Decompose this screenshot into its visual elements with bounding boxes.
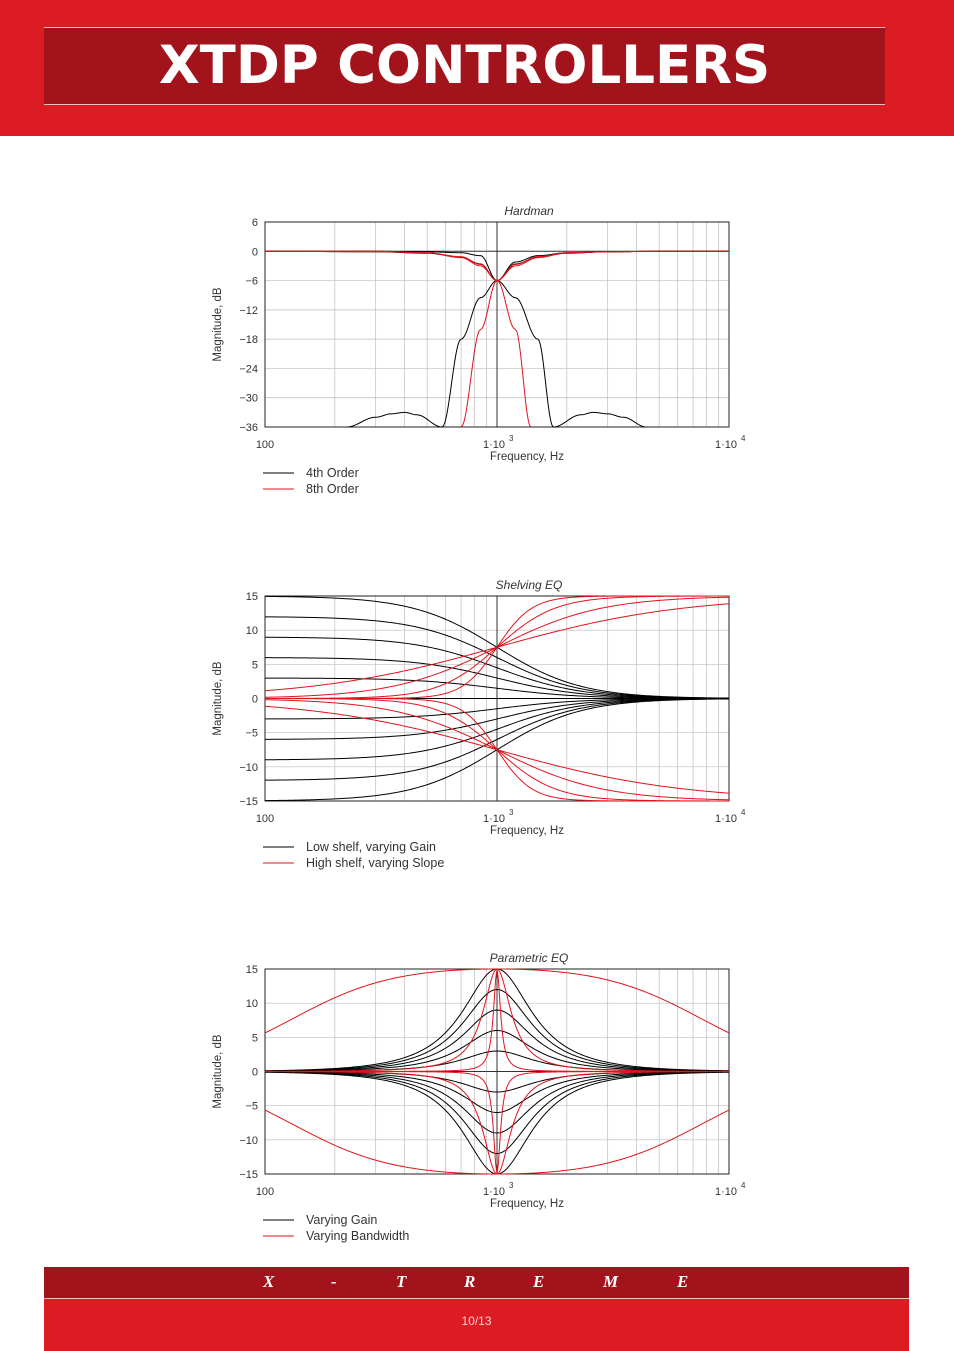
high-shelf-curve: [264, 603, 730, 692]
legend-label: Varying Bandwidth: [306, 1229, 409, 1243]
footer-brand-band: [44, 1267, 909, 1298]
y-tick-label: −15: [239, 1169, 258, 1181]
x-axis-label: Frequency, Hz: [490, 825, 564, 837]
plot-frame: [264, 221, 730, 428]
low-shelf-curve: [264, 698, 730, 781]
y-tick-label: 10: [246, 998, 258, 1010]
brand-letter: E: [533, 1272, 545, 1291]
y-tick-label: −5: [245, 728, 258, 740]
brand-letter: R: [464, 1272, 476, 1291]
low-shelf-curve: [265, 677, 729, 699]
x-tick-exponent: 3: [509, 1181, 514, 1190]
y-tick-label: 0: [252, 694, 258, 706]
low-shelf-curve: [264, 636, 730, 699]
legend-label: 4th Order: [306, 466, 359, 480]
brand-letter: X: [263, 1272, 275, 1291]
y-tick-label: 5: [252, 1032, 258, 1044]
x-tick-label: 1·10: [483, 439, 505, 451]
y-tick-label: −10: [239, 1135, 258, 1147]
y-tick-label: 15: [246, 964, 258, 976]
x-tick-exponent: 3: [509, 434, 514, 443]
page-number: 10/13: [461, 1314, 492, 1328]
y-tick-label: −18: [239, 334, 258, 346]
x-tick-exponent: 4: [741, 434, 746, 443]
chart-title: Hardman: [504, 204, 554, 218]
y-tick-label: 0: [252, 1067, 258, 1079]
high-shelf-curve: [264, 705, 730, 794]
y-tick-label: −6: [245, 276, 258, 288]
x-tick-label: 100: [256, 439, 274, 451]
legend-label: High shelf, varying Slope: [306, 856, 444, 870]
legend-label: 8th Order: [306, 482, 359, 496]
x-axis-label: Frequency, Hz: [490, 451, 564, 463]
x-tick-exponent: 4: [741, 1181, 746, 1190]
x-tick-label: 1·10: [715, 813, 737, 825]
x-tick-exponent: 4: [741, 808, 746, 817]
y-tick-label: −12: [239, 305, 258, 317]
parametric-eq-chart: 15 10 5 0 −5 −10 −15 100 1·10 3 1·10 4 Parametric EQ…: [212, 951, 746, 1243]
x-tick-label: 1·10: [483, 1186, 505, 1198]
y-tick-label: −5: [245, 1101, 258, 1113]
series-line: [460, 279, 532, 428]
varying-gain-curve: [264, 1071, 730, 1155]
y-tick-label: −36: [239, 422, 258, 434]
hardman-chart: 6 0 −6 −12 −18 −24 −30 −36 100 1·10 3 1·10 4 Hardman F…: [212, 204, 746, 496]
x-tick-label: 1·10: [483, 813, 505, 825]
x-tick-label: 1·10: [715, 1186, 737, 1198]
x-tick-label: 100: [256, 813, 274, 825]
chart-title: Parametric EQ: [490, 951, 569, 965]
x-tick-label: 1·10: [715, 439, 737, 451]
y-tick-label: 10: [246, 625, 258, 637]
y-tick-label: −15: [239, 796, 258, 808]
y-tick-label: 5: [252, 659, 258, 671]
varying-gain-curve: [264, 1009, 730, 1072]
varying-gain-curve: [264, 1071, 730, 1134]
x-tick-label: 100: [256, 1186, 274, 1198]
varying-bandwidth-curve: [265, 1071, 729, 1175]
legend-label: Varying Gain: [306, 1213, 377, 1227]
y-tick-label: −24: [239, 363, 258, 375]
varying-gain-curve: [264, 1029, 730, 1072]
y-tick-label: 0: [252, 246, 258, 258]
series-line: [346, 280, 647, 428]
y-tick-label: −30: [239, 393, 258, 405]
footer-band: [44, 1298, 909, 1351]
low-shelf-curve: [264, 698, 730, 740]
x-axis-label: Frequency, Hz: [490, 1198, 564, 1210]
legend-label: Low shelf, varying Gain: [306, 840, 436, 854]
y-axis-label: Magnitude, dB: [212, 661, 224, 735]
y-axis-label: Magnitude, dB: [212, 287, 224, 361]
y-tick-label: −10: [239, 762, 258, 774]
page-title: XTDP CONTROLLERS: [158, 35, 771, 96]
brand-letter: -: [331, 1272, 337, 1291]
brand-letter: T: [396, 1272, 407, 1291]
brand-letter: E: [677, 1272, 689, 1291]
y-tick-label: 6: [252, 217, 258, 229]
y-tick-label: 15: [246, 591, 258, 603]
series-line: [265, 250, 729, 282]
header-title-box: XTDP CONTROLLERS: [44, 27, 885, 105]
x-tick-exponent: 3: [509, 808, 514, 817]
shelving-eq-chart: 15 10 5 0 −5 −10 −15 100 1·10 3 1·10 4 Shelving EQ Fr…: [212, 578, 746, 870]
brand-letter: M: [603, 1272, 619, 1291]
y-axis-label: Magnitude, dB: [212, 1034, 224, 1108]
chart-title: Shelving EQ: [496, 578, 563, 592]
varying-gain-curve: [264, 1071, 730, 1114]
varying-gain-curve: [264, 988, 730, 1072]
